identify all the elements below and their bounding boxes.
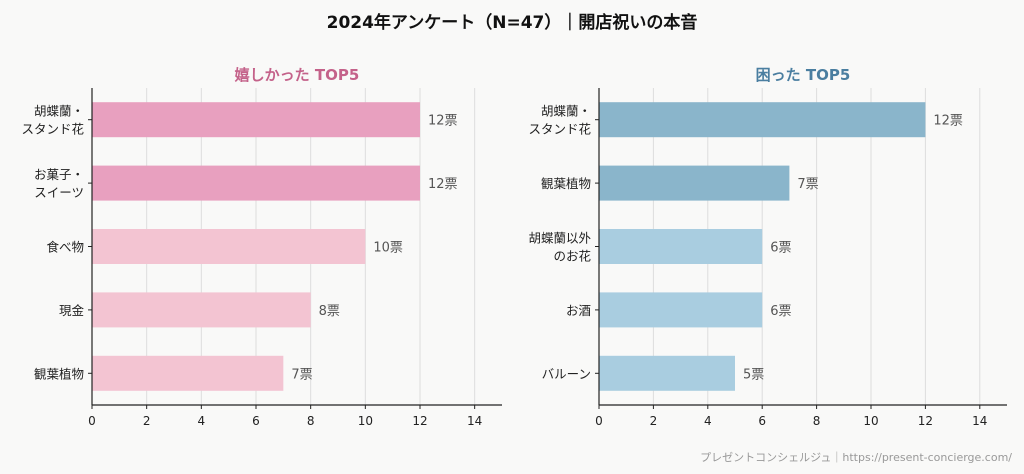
data-label: 8票: [319, 304, 340, 319]
x-tick-label: 4: [704, 414, 712, 428]
x-tick-label: 14: [467, 414, 482, 428]
data-label: 6票: [770, 241, 791, 256]
data-label: 12票: [428, 177, 458, 192]
data-label: 6票: [770, 304, 791, 319]
x-tick-label: 0: [595, 414, 603, 428]
y-tick-label: お菓子・スイーツ: [34, 167, 84, 200]
chart-panel-2: 困った TOP5 0 2 4 6 8 10 12 14 12票 胡蝶蘭・スタンド花 7票 観葉植物 6票 胡…: [528, 66, 1007, 428]
bar: [599, 229, 763, 264]
y-tick-label: 胡蝶蘭以外のお花: [528, 231, 591, 264]
y-tick-label: 食べ物: [46, 240, 84, 255]
y-tick-label: バルーン: [542, 366, 591, 381]
chart-title: 困った TOP5: [756, 66, 851, 84]
bar: [599, 355, 735, 391]
bar: [92, 102, 420, 138]
main-title: 2024年アンケート（N=47）｜開店祝いの本音: [326, 13, 698, 33]
x-tick-label: 8: [307, 414, 315, 428]
y-tick-label: 観葉植物: [34, 366, 84, 381]
y-tick-label: 胡蝶蘭・スタンド花: [21, 104, 84, 137]
x-tick-label: 6: [252, 414, 260, 428]
bar: [599, 292, 763, 328]
x-tick-label: 2: [650, 414, 658, 428]
bar: [599, 165, 790, 201]
y-tick-label: お酒: [566, 303, 591, 318]
y-tick-label: 胡蝶蘭・スタンド花: [528, 104, 591, 137]
x-tick-label: 0: [88, 414, 96, 428]
x-tick-label: 10: [358, 414, 373, 428]
data-label: 5票: [743, 367, 764, 382]
x-tick-label: 6: [758, 414, 766, 428]
x-tick-label: 12: [412, 414, 427, 428]
data-label: 7票: [291, 367, 312, 382]
bar: [92, 229, 366, 264]
x-tick-label: 12: [918, 414, 933, 428]
bar: [92, 165, 420, 201]
data-label: 10票: [373, 241, 403, 256]
bar: [599, 102, 926, 138]
y-tick-label: 現金: [59, 303, 85, 318]
x-tick-label: 10: [863, 414, 878, 428]
data-label: 7票: [797, 177, 818, 192]
chart-title: 嬉しかった TOP5: [234, 66, 360, 84]
data-label: 12票: [933, 114, 963, 129]
x-tick-label: 4: [198, 414, 206, 428]
y-tick-label: 観葉植物: [541, 176, 591, 191]
x-tick-label: 8: [813, 414, 821, 428]
bar: [92, 355, 284, 391]
x-tick-label: 14: [972, 414, 987, 428]
x-tick-label: 2: [143, 414, 151, 428]
credit-text: プレゼントコンシェルジュ｜https://present-concierge.c…: [700, 451, 1012, 464]
data-label: 12票: [428, 114, 458, 129]
bar: [92, 292, 311, 328]
